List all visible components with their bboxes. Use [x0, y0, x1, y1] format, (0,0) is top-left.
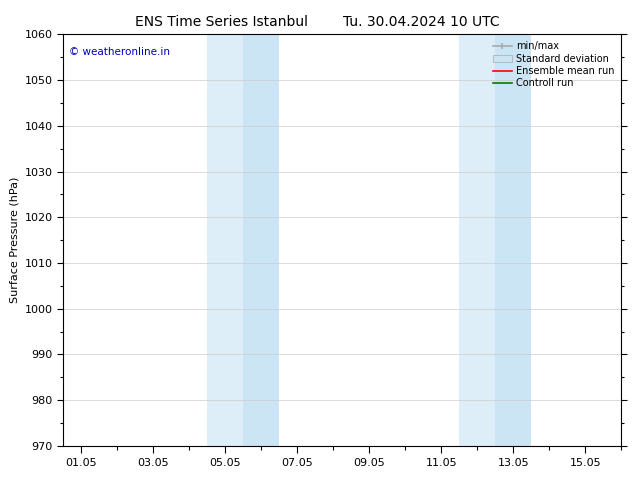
Legend: min/max, Standard deviation, Ensemble mean run, Controll run: min/max, Standard deviation, Ensemble me… [489, 37, 618, 92]
Bar [460, 34, 495, 446]
Bar [243, 34, 280, 446]
Text: © weatheronline.in: © weatheronline.in [69, 47, 170, 57]
Text: ENS Time Series Istanbul        Tu. 30.04.2024 10 UTC: ENS Time Series Istanbul Tu. 30.04.2024 … [134, 15, 500, 29]
Y-axis label: Surface Pressure (hPa): Surface Pressure (hPa) [10, 177, 19, 303]
Bar [207, 34, 243, 446]
Bar [495, 34, 531, 446]
